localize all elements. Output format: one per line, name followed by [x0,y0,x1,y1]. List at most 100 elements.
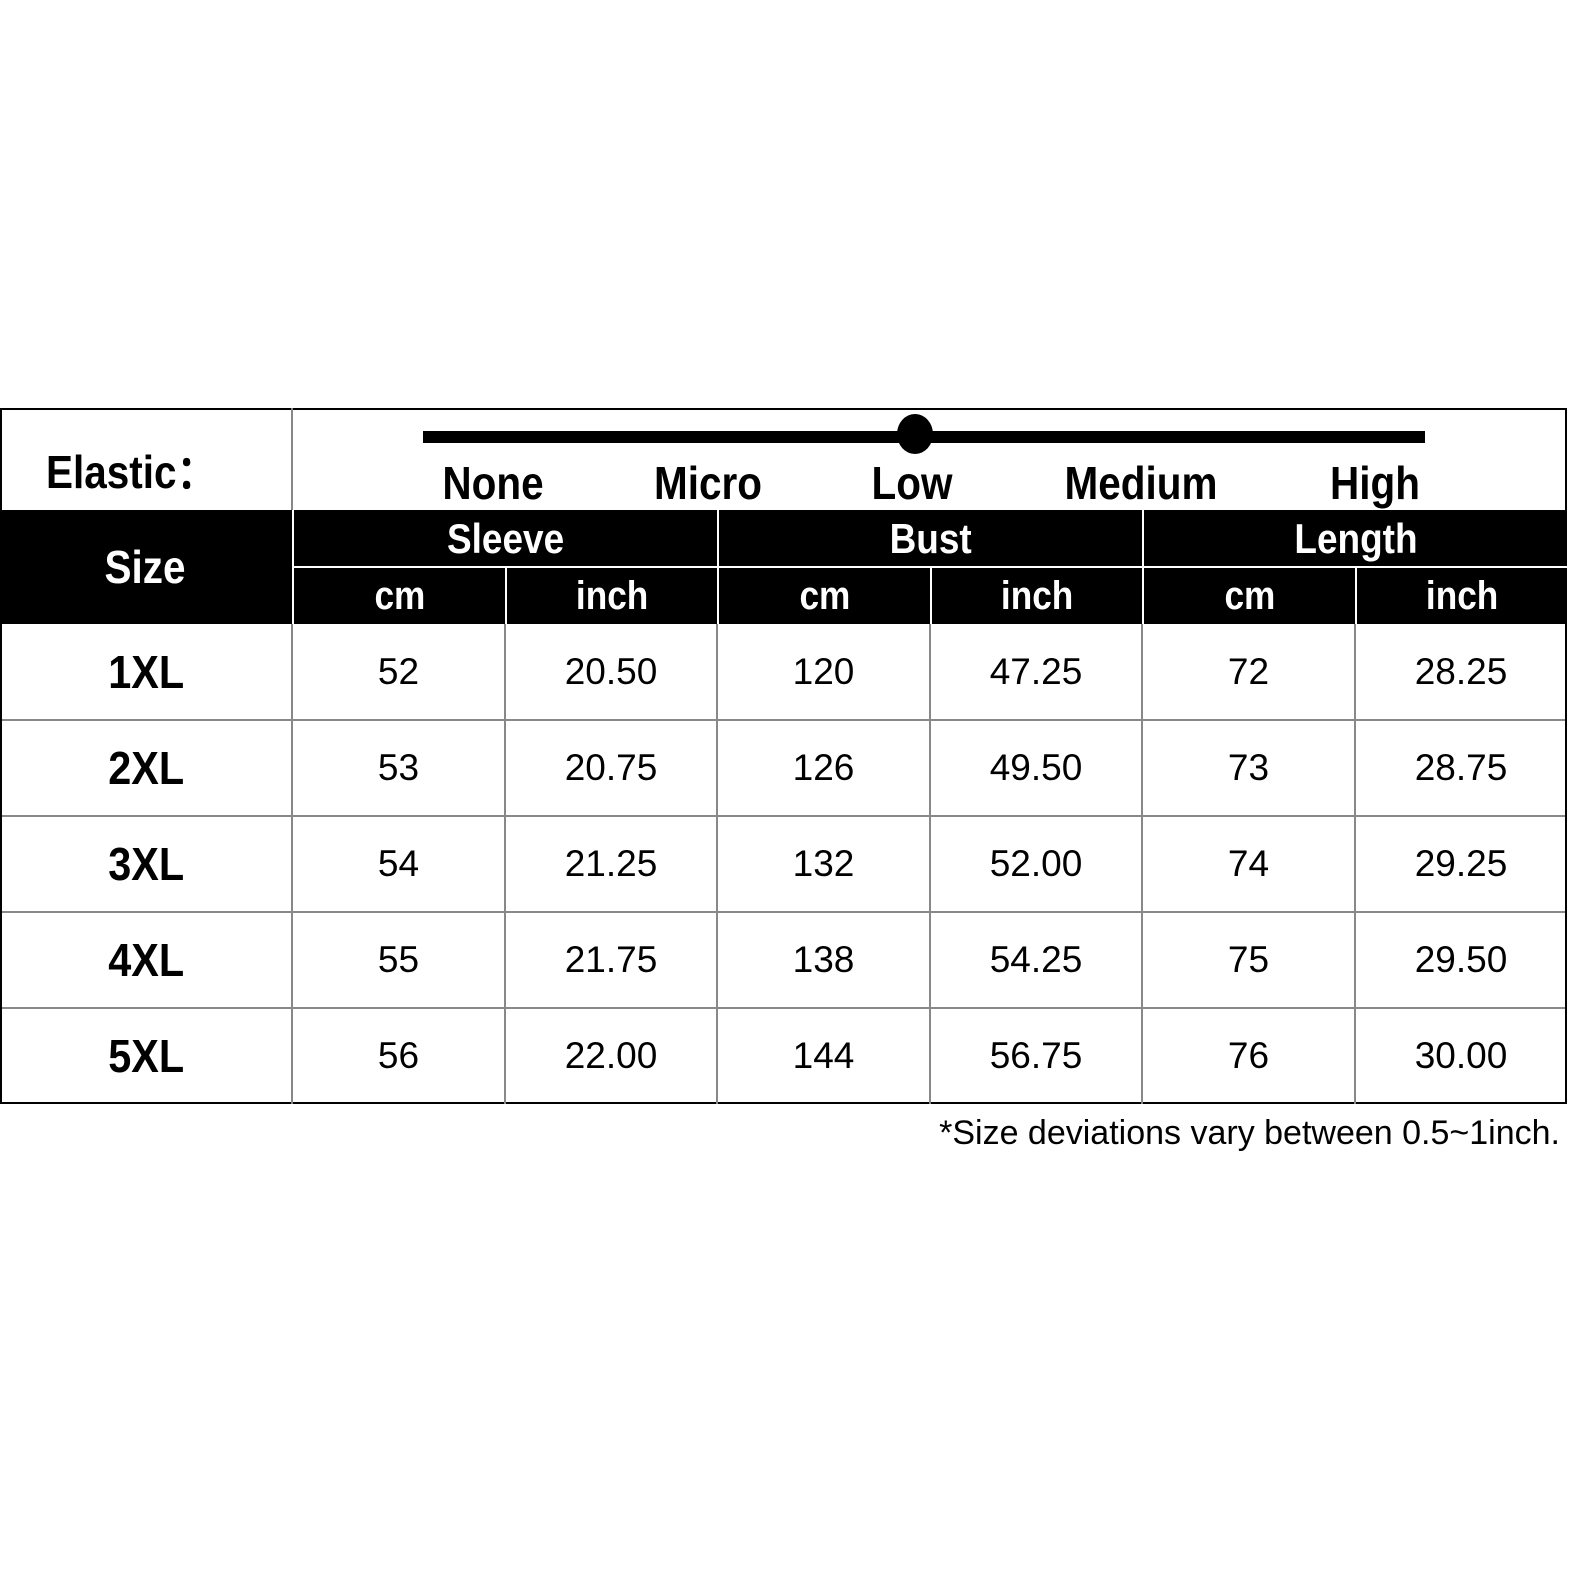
size-cell: 2XL [0,720,292,816]
size-label: 4XL [108,934,184,986]
footnote: *Size deviations vary between 0.5~1inch. [939,1114,1560,1152]
divider [716,816,718,912]
value-cell: 76 [1227,1035,1270,1076]
value-cell: 30.00 [1414,1035,1508,1076]
divider [291,912,293,1008]
unit-header: inch [930,568,1142,624]
unit-header: inch [505,568,717,624]
group-header-text: Sleeve [446,514,565,562]
value-cell: 126 [792,747,855,788]
divider [1354,720,1356,816]
value-cell: 74 [1227,843,1270,884]
size-cell: 4XL [0,912,292,1008]
size-label: 5XL [108,1030,184,1082]
value-cell: 73 [1227,747,1270,788]
value-cell: 132 [792,843,855,884]
value-cell: 56.75 [989,1035,1083,1076]
value-cell: 29.25 [1414,843,1508,884]
elastic-scale-marker [897,414,933,454]
group-header-length: Length [1142,510,1567,567]
group-header-text: Bust [889,514,972,562]
group-header-sleeve: Sleeve [292,510,717,567]
value-cell: 75 [1227,939,1270,980]
size-header: Size [0,510,291,624]
divider [1141,1008,1143,1104]
divider [1141,624,1143,720]
value-cell: 53 [377,747,420,788]
value-cell: 29.50 [1414,939,1508,980]
unit-header: cm [1142,568,1355,624]
value-cell: 144 [792,1035,855,1076]
group-header-bust: Bust [717,510,1142,567]
unit-header-text: cm [374,573,425,618]
elastic-level-micro: Micro [654,457,762,509]
elastic-label: Elastic： [46,446,217,498]
value-cell: 120 [792,651,855,692]
divider [504,816,506,912]
divider [2,815,1565,817]
value-cell: 28.75 [1414,747,1508,788]
value-cell: 21.75 [564,939,658,980]
value-cell: 49.50 [989,747,1083,788]
divider [504,720,506,816]
elastic-level-medium: Medium [1064,457,1218,509]
divider [716,1008,718,1104]
size-label: 3XL [108,838,184,890]
unit-header: cm [717,568,930,624]
divider [291,1008,293,1104]
value-cell: 55 [377,939,420,980]
divider [929,816,931,912]
value-cell: 138 [792,939,855,980]
size-header-text: Size [104,541,186,593]
divider [1354,624,1356,720]
unit-header-text: inch [575,573,649,618]
value-cell: 72 [1227,651,1270,692]
elastic-level-low: Low [871,457,953,509]
divider [929,624,931,720]
unit-header-text: inch [1000,573,1074,618]
unit-header-text: inch [1425,573,1499,618]
divider [504,1008,506,1104]
size-cell: 5XL [0,1008,292,1104]
divider [2,911,1565,913]
divider [716,624,718,720]
divider [291,408,293,510]
value-cell: 28.25 [1414,651,1508,692]
divider [929,1008,931,1104]
value-cell: 22.00 [564,1035,658,1076]
value-cell: 52 [377,651,420,692]
elastic-level-high: High [1330,457,1420,509]
size-cell: 3XL [0,816,292,912]
divider [504,624,506,720]
unit-header: cm [292,568,505,624]
size-label: 1XL [108,646,184,698]
value-cell: 56 [377,1035,420,1076]
divider [291,720,293,816]
divider [292,566,1567,568]
divider [291,624,293,720]
value-cell: 54 [377,843,420,884]
divider [716,912,718,1008]
elastic-level-none: None [442,457,544,509]
value-cell: 54.25 [989,939,1083,980]
divider [1354,1008,1356,1104]
divider [2,719,1565,721]
divider [1141,720,1143,816]
divider [504,912,506,1008]
size-label: 2XL [108,742,184,794]
divider [2,1007,1565,1009]
divider [929,720,931,816]
divider [1141,912,1143,1008]
value-cell: 52.00 [989,843,1083,884]
divider [716,720,718,816]
group-header-text: Length [1293,514,1418,562]
unit-header-text: cm [1224,573,1275,618]
value-cell: 20.50 [564,651,658,692]
value-cell: 47.25 [989,651,1083,692]
divider [929,912,931,1008]
divider [1354,816,1356,912]
unit-header-text: cm [799,573,850,618]
value-cell: 21.25 [564,843,658,884]
divider [291,816,293,912]
size-chart-table [0,408,1567,1104]
